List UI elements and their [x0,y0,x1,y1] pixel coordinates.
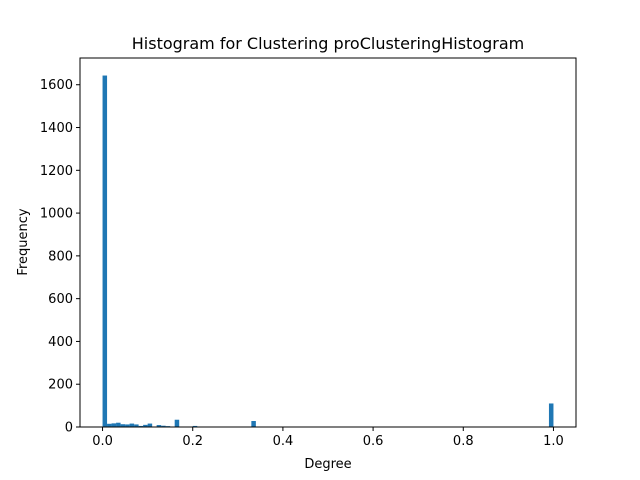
histogram-bar [143,424,148,427]
y-axis-ticks: 0 200 400 600 800 1000 1200 1400 1600 [40,78,80,436]
y-tick-label: 1200 [40,164,73,179]
histogram-bar [192,425,198,427]
histogram-bar [102,75,108,427]
y-tick-label: 400 [48,335,73,350]
y-tick-label: 200 [48,378,73,393]
y-axis-label: Frequency [16,208,31,275]
histogram-bar [107,423,112,427]
x-tick-label: 1.0 [543,434,564,449]
x-tick-label: 0.6 [363,434,384,449]
histogram-bar [125,424,130,427]
histogram-bar [174,419,180,427]
x-tick-label: 0.8 [453,434,474,449]
y-tick-label: 1600 [40,78,73,93]
x-tick-label: 0.4 [273,434,294,449]
histogram-bar [147,423,153,427]
y-tick-label: 1400 [40,121,73,136]
x-tick-label: 0.2 [182,434,203,449]
histogram-bar [548,403,554,427]
y-tick-label: 1000 [40,207,73,222]
histogram-bar [120,424,126,427]
y-tick-label: 800 [48,249,73,264]
histogram-bar [161,425,166,427]
histogram-bar [116,422,121,427]
x-axis-ticks: 0.0 0.2 0.4 0.6 0.8 1.0 [92,427,564,449]
histogram-bar [138,425,144,427]
histogram-bar [134,424,139,427]
histogram-bar [111,423,117,427]
histogram-bar [251,421,256,427]
x-tick-label: 0.0 [92,434,113,449]
histogram-bar [129,423,135,427]
chart-title: Histogram for Clustering proClusteringHi… [132,34,525,53]
x-axis-label: Degree [304,457,351,472]
y-tick-label: 600 [48,292,73,307]
histogram-bar [156,425,162,427]
plot-frame [79,57,577,428]
y-tick-label: 0 [65,421,73,436]
